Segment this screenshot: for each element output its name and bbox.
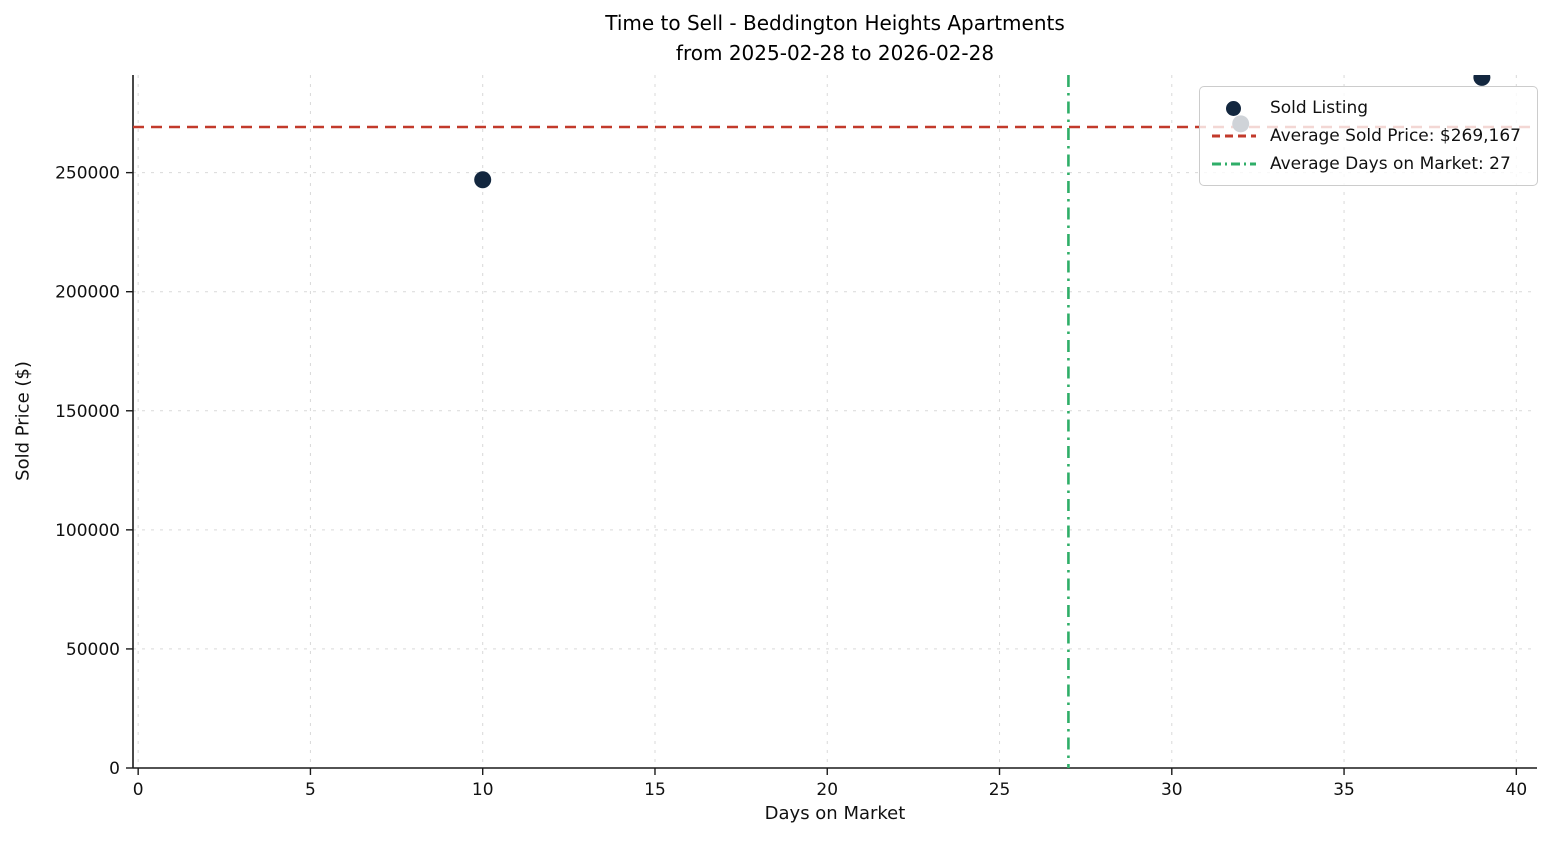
scatter-point — [1473, 75, 1491, 86]
y-tick-label: 150000 — [55, 402, 120, 422]
sold-listing-dot-icon — [1212, 100, 1256, 116]
chart-title-line1: Time to Sell - Beddington Heights Apartm… — [605, 11, 1065, 35]
x-tick-label: 25 — [989, 780, 1011, 800]
x-tick-label: 15 — [644, 780, 666, 800]
x-tick-label: 20 — [816, 780, 838, 800]
chart-title: Time to Sell - Beddington Heights Apartm… — [133, 8, 1537, 68]
x-tick-label: 40 — [1506, 780, 1528, 800]
legend-item-average-days-on-market: Average Days on Market: 27 — [1211, 154, 1521, 174]
x-axis-label: Days on Market — [764, 803, 906, 824]
x-tick-label: 30 — [1161, 780, 1183, 800]
average-sold-price-dashed-line-icon — [1211, 133, 1256, 139]
x-tick-label: 5 — [305, 780, 316, 800]
y-tick-label: 50000 — [66, 640, 120, 660]
legend-item-average-sold-price: Average Sold Price: $269,167 — [1211, 126, 1521, 146]
legend-label-average-days-on-market: Average Days on Market: 27 — [1269, 154, 1511, 174]
average-days-dashdot-line-icon — [1211, 161, 1256, 167]
chart-title-line2: from 2025-02-28 to 2026-02-28 — [675, 41, 995, 65]
legend-item-sold-listing: Sold Listing — [1212, 98, 1521, 118]
y-tick-label: 0 — [109, 759, 120, 779]
x-tick-label: 10 — [472, 780, 494, 800]
scatter-point — [474, 171, 492, 189]
legend: Sold Listing Average Sold Price: $269,16… — [1198, 86, 1538, 186]
y-tick-label: 250000 — [55, 164, 120, 184]
x-tick-label: 0 — [133, 780, 144, 800]
x-tick-label: 35 — [1333, 780, 1355, 800]
y-axis-label: Sold Price ($) — [12, 361, 34, 481]
y-tick-label: 200000 — [55, 283, 120, 303]
y-tick-label: 100000 — [55, 521, 120, 541]
legend-label-average-sold-price: Average Sold Price: $269,167 — [1269, 126, 1521, 146]
legend-label-sold-listing: Sold Listing — [1269, 98, 1369, 118]
